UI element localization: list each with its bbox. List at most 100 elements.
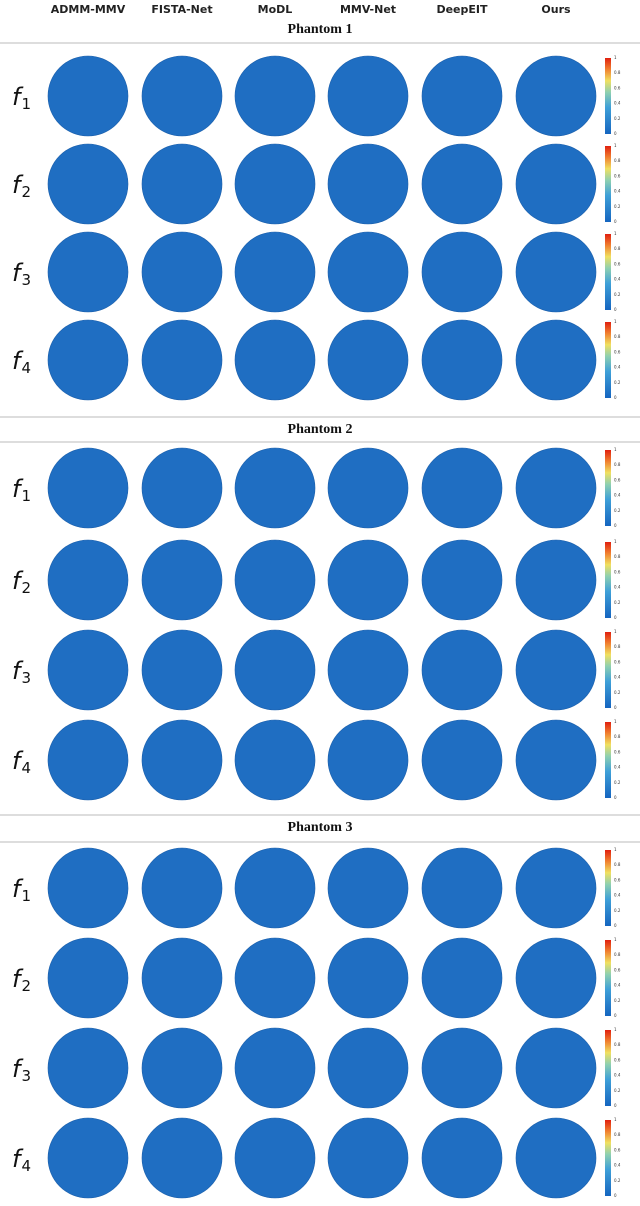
background [142, 848, 222, 928]
column-header: MoDL [258, 3, 293, 16]
row-index: 3 [21, 1067, 31, 1085]
colorbar-tick-label: 0.8 [614, 1042, 621, 1047]
colorbar-tick-label: 0.8 [614, 952, 621, 957]
colorbar-tick-label: 0.8 [614, 70, 621, 75]
colorbar-tick-label: 0.2 [614, 1088, 621, 1093]
outline [47, 231, 129, 313]
background [142, 232, 222, 312]
outline [47, 629, 129, 711]
colorbar-tick-label: 0.6 [614, 85, 621, 90]
colorbar-tick-label: 0 [614, 395, 617, 400]
background [422, 540, 502, 620]
outline [421, 1117, 503, 1199]
outline [47, 1117, 129, 1199]
outline [47, 447, 129, 529]
row-label: f4 [12, 347, 31, 377]
colorbar-tick-label: 1 [614, 629, 617, 634]
outline [234, 319, 316, 401]
colorbar-tick-label: 0.4 [614, 277, 621, 282]
colorbar-tick-label: 1 [614, 847, 617, 852]
background [422, 144, 502, 224]
outline [327, 319, 409, 401]
outline [421, 539, 503, 621]
row-label: f4 [12, 1145, 31, 1175]
colorbar-tick-label: 0.4 [614, 101, 621, 106]
background [235, 144, 315, 224]
outline [234, 55, 316, 137]
colorbar-tick-label: 0.8 [614, 862, 621, 867]
colorbar-tick-label: 0.6 [614, 1057, 621, 1062]
colorbar-tick-label: 0.4 [614, 675, 621, 680]
colorbar-tick-label: 0.4 [614, 365, 621, 370]
background [422, 938, 502, 1018]
outline [327, 937, 409, 1019]
outline [234, 847, 316, 929]
colorbar-tick-label: 0.4 [614, 585, 621, 590]
outline [141, 143, 223, 225]
colorbar-tick-label: 0.6 [614, 173, 621, 178]
colorbar-tick-label: 0.6 [614, 749, 621, 754]
background [516, 56, 596, 136]
colorbar-tick-label: 0.8 [614, 644, 621, 649]
outline [327, 1117, 409, 1199]
colorbar-tick-label: 0.2 [614, 908, 621, 913]
colorbar-tick-label: 1 [614, 231, 617, 236]
colorbar [605, 632, 611, 708]
row-label: f1 [12, 83, 31, 113]
background [328, 1028, 408, 1108]
outline [515, 1027, 597, 1109]
colorbar-tick-label: 0.6 [614, 1147, 621, 1152]
background [516, 320, 596, 400]
outline [327, 1027, 409, 1109]
outline [515, 55, 597, 137]
colorbar-tick-label: 0.6 [614, 349, 621, 354]
colorbar-tick-label: 0.8 [614, 734, 621, 739]
background [328, 56, 408, 136]
colorbar [605, 146, 611, 222]
colorbar-tick-label: 0.4 [614, 1163, 621, 1168]
column-header: ADMM-MMV [51, 3, 126, 16]
row-label: f2 [12, 567, 31, 597]
outline [141, 719, 223, 801]
background [422, 848, 502, 928]
background [422, 1118, 502, 1198]
row-label: f2 [12, 171, 31, 201]
outline [421, 629, 503, 711]
outline [327, 629, 409, 711]
outline [421, 447, 503, 529]
background [48, 720, 128, 800]
colorbar [605, 722, 611, 798]
colorbar-tick-label: 0.4 [614, 983, 621, 988]
background [516, 720, 596, 800]
colorbar-tick-label: 1 [614, 1027, 617, 1032]
outline [515, 629, 597, 711]
outline [234, 629, 316, 711]
background [235, 630, 315, 710]
outline [47, 143, 129, 225]
colorbar-tick-label: 0.8 [614, 158, 621, 163]
outline [515, 447, 597, 529]
row-label: f3 [12, 1055, 31, 1085]
colorbar-tick-label: 1 [614, 319, 617, 324]
colorbar [605, 322, 611, 398]
background [142, 56, 222, 136]
colorbar-tick-label: 1 [614, 143, 617, 148]
outline [515, 847, 597, 929]
background [235, 540, 315, 620]
outline [141, 629, 223, 711]
outline [327, 55, 409, 137]
background [48, 848, 128, 928]
background [48, 56, 128, 136]
outline [515, 319, 597, 401]
section-title: Phantom 2 [288, 422, 353, 437]
outline [515, 937, 597, 1019]
column-header: Ours [541, 3, 571, 16]
background [328, 540, 408, 620]
outline [515, 719, 597, 801]
background [235, 938, 315, 1018]
outline [47, 719, 129, 801]
outline [421, 847, 503, 929]
colorbar-tick-label: 0.2 [614, 690, 621, 695]
colorbar-tick-label: 0.2 [614, 600, 621, 605]
